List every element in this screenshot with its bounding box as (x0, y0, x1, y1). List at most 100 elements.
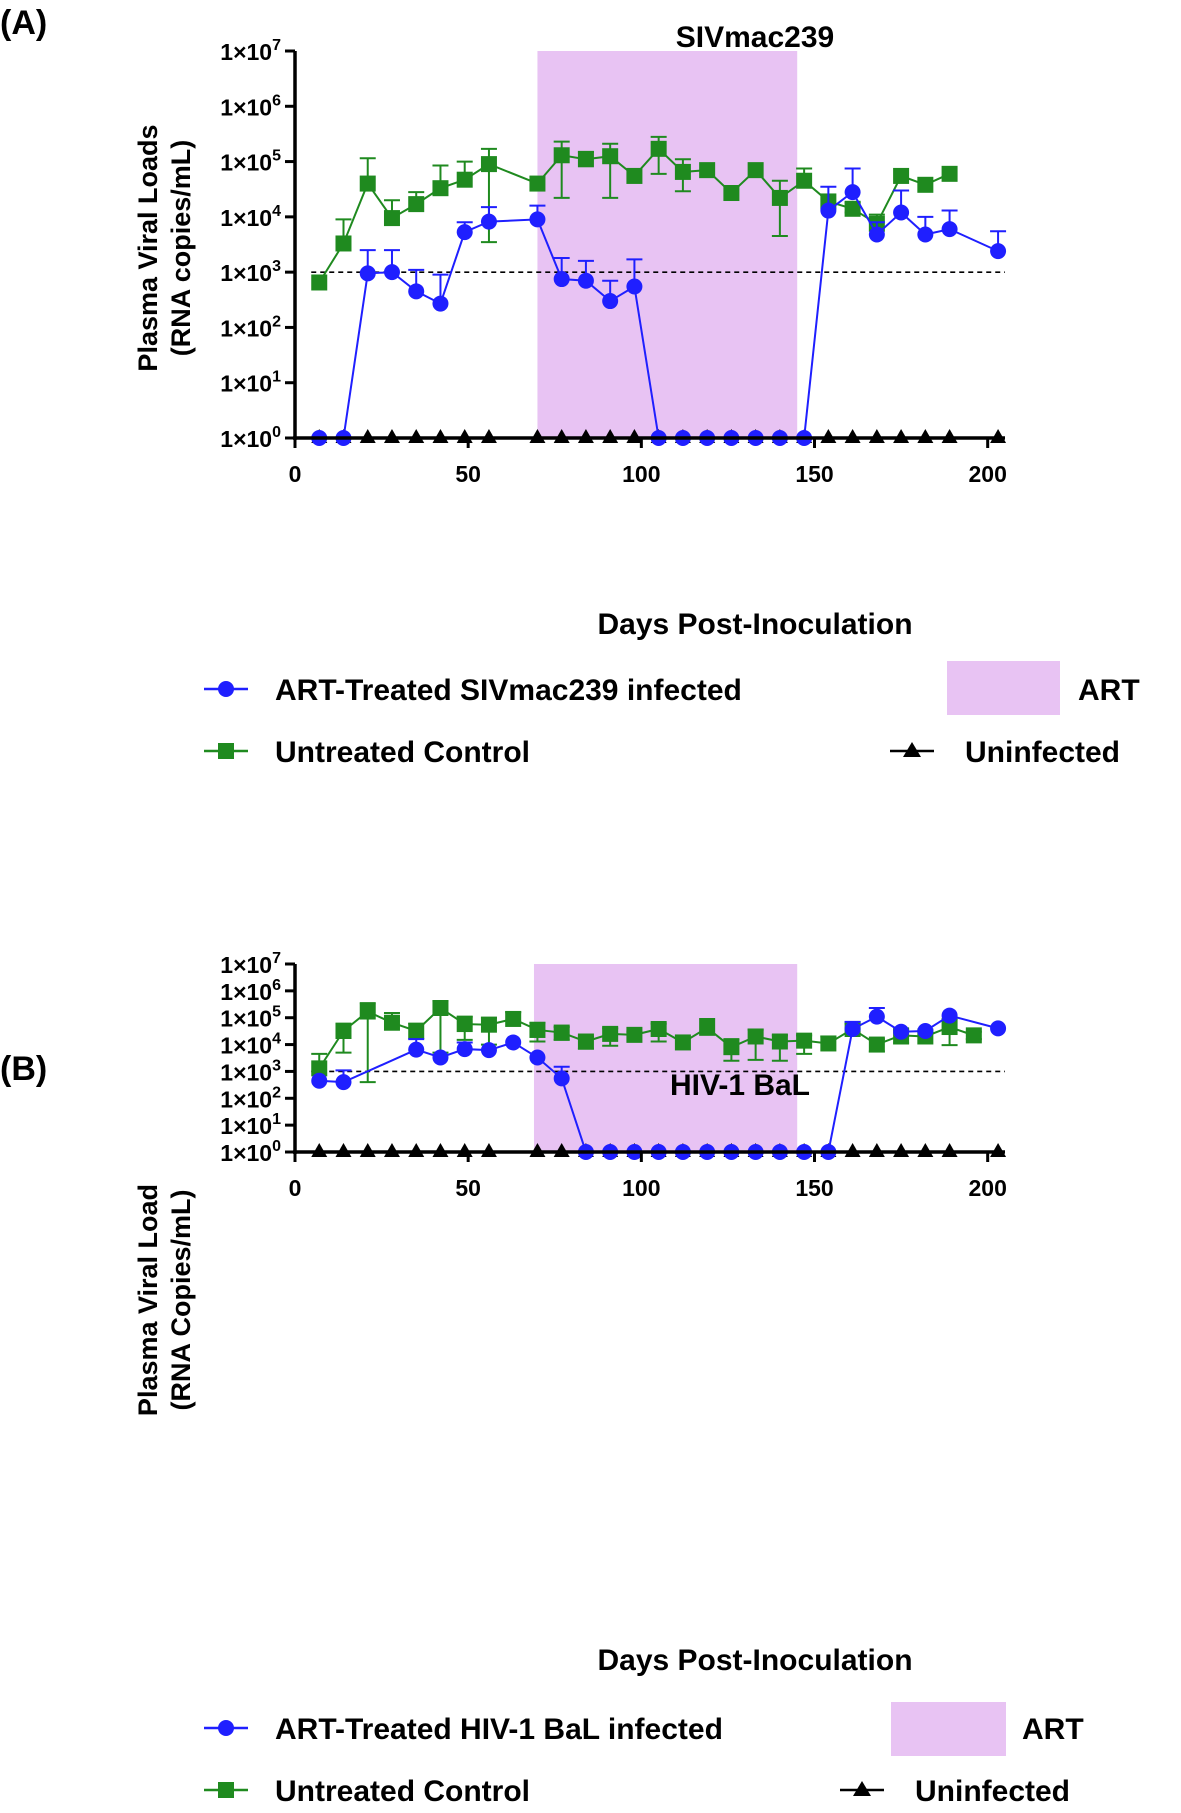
data-point (311, 1060, 328, 1077)
series-circle (311, 1006, 1007, 1160)
data-point (917, 1023, 934, 1040)
data-point (868, 429, 885, 443)
data-point (626, 1026, 643, 1043)
data-point (335, 1074, 352, 1091)
data-point (893, 1023, 910, 1040)
data-point (796, 172, 813, 189)
x-tick-label: 100 (622, 1175, 660, 1201)
legend: ART-Treated SIVmac239 infected Untreated… (204, 661, 1140, 769)
ticks: 0 50 100 150 2001×1001×1011×1021×1031×1041×1… (220, 950, 1007, 1201)
data-point (383, 1014, 400, 1031)
data-point (408, 283, 425, 300)
data-point (432, 295, 449, 312)
axes (293, 964, 1005, 1154)
axes (293, 51, 1005, 440)
panel-label: (A) (0, 4, 47, 42)
data-point (941, 1143, 958, 1157)
data-point (383, 210, 400, 227)
data-point (941, 429, 958, 443)
data-point (771, 1033, 788, 1050)
x-tick-label: 200 (968, 1175, 1006, 1201)
data-point (456, 1041, 473, 1058)
legend-label: Uninfected (965, 736, 1120, 769)
data-point (917, 226, 934, 243)
legend-item-untreated: Untreated Control (204, 1775, 530, 1808)
legend-label: Untreated Control (275, 1775, 530, 1808)
legend-item-untreated: Untreated Control (204, 736, 530, 769)
data-point (553, 147, 570, 164)
art-swatch-icon (947, 661, 1060, 715)
data-point (699, 162, 716, 179)
circle-marker-icon (218, 681, 234, 697)
y-tick-label: 1×103 (220, 258, 281, 286)
data-point (990, 243, 1007, 260)
data-point (553, 1070, 570, 1087)
data-point (480, 213, 497, 230)
data-point (432, 180, 449, 197)
y-tick-label: 1×100 (220, 1138, 281, 1166)
data-point (383, 429, 400, 443)
chart-title: SIVmac239 (676, 21, 834, 54)
legend-item-uninfected: Uninfected (840, 1775, 1070, 1808)
y-tick-label: 1×105 (220, 148, 281, 176)
data-point (529, 1021, 546, 1038)
data-point (941, 1019, 958, 1036)
data-point (747, 1028, 764, 1045)
data-point (383, 1143, 400, 1157)
data-point (844, 1143, 861, 1157)
data-point (990, 1143, 1007, 1157)
circle-marker-icon (218, 1720, 234, 1736)
data-point (505, 1034, 522, 1051)
y-tick-label: 1×102 (220, 1084, 281, 1112)
x-tick-label: 100 (622, 461, 660, 487)
data-point (456, 429, 473, 443)
x-axis-label: Days Post-Inoculation (597, 608, 912, 641)
data-point (529, 175, 546, 192)
y-tick-label: 1×102 (220, 313, 281, 341)
data-point (941, 165, 958, 182)
data-point (917, 429, 934, 443)
data-point (529, 1049, 546, 1066)
y-tick-label: 1×106 (220, 92, 281, 120)
ticks: 0 50 100 150 2001×1001×1011×1021×1031×1041×1… (220, 37, 1007, 487)
panel-a: (A) SIVmac239 Plasma Viral Loads (RNA co… (0, 4, 1140, 769)
data-point (335, 1143, 352, 1157)
data-point (868, 1143, 885, 1157)
y-tick-label: 1×106 (220, 977, 281, 1005)
legend-item-art-treated: ART-Treated HIV-1 BaL infected (204, 1713, 723, 1746)
legend-label: ART (1078, 674, 1140, 707)
data-point (723, 185, 740, 202)
data-point (553, 1024, 570, 1041)
data-point (456, 171, 473, 188)
data-point (480, 1016, 497, 1033)
legend-label: Untreated Control (275, 736, 530, 769)
y-axis-label-line2: (RNA copies/mL) (166, 140, 196, 357)
x-tick-label: 200 (968, 461, 1006, 487)
chart-title: HIV-1 BaL (670, 1069, 810, 1102)
data-point (941, 1007, 958, 1024)
data-point (917, 1143, 934, 1157)
data-point (990, 1020, 1007, 1037)
x-tick-label: 0 (289, 461, 302, 487)
y-tick-label: 1×104 (220, 203, 281, 231)
legend-label: ART-Treated HIV-1 BaL infected (275, 1713, 723, 1746)
data-point (529, 211, 546, 228)
data-point (917, 176, 934, 193)
data-point (359, 265, 376, 282)
x-tick-label: 150 (795, 1175, 833, 1201)
x-tick-label: 150 (795, 461, 833, 487)
data-point (456, 224, 473, 241)
art-swatch-icon (891, 1702, 1006, 1756)
data-point (311, 274, 328, 291)
data-point (432, 999, 449, 1016)
data-point (893, 167, 910, 184)
data-point (965, 1027, 982, 1044)
data-point (893, 429, 910, 443)
y-tick-label: 1×107 (220, 37, 281, 65)
data-point (577, 151, 594, 168)
legend-item-uninfected: Uninfected (890, 736, 1120, 769)
legend: ART-Treated HIV-1 BaL infected Untreated… (204, 1702, 1084, 1808)
data-point (723, 1039, 740, 1056)
y-axis-label-line1: Plasma Viral Load (133, 1184, 163, 1416)
data-point (383, 264, 400, 281)
